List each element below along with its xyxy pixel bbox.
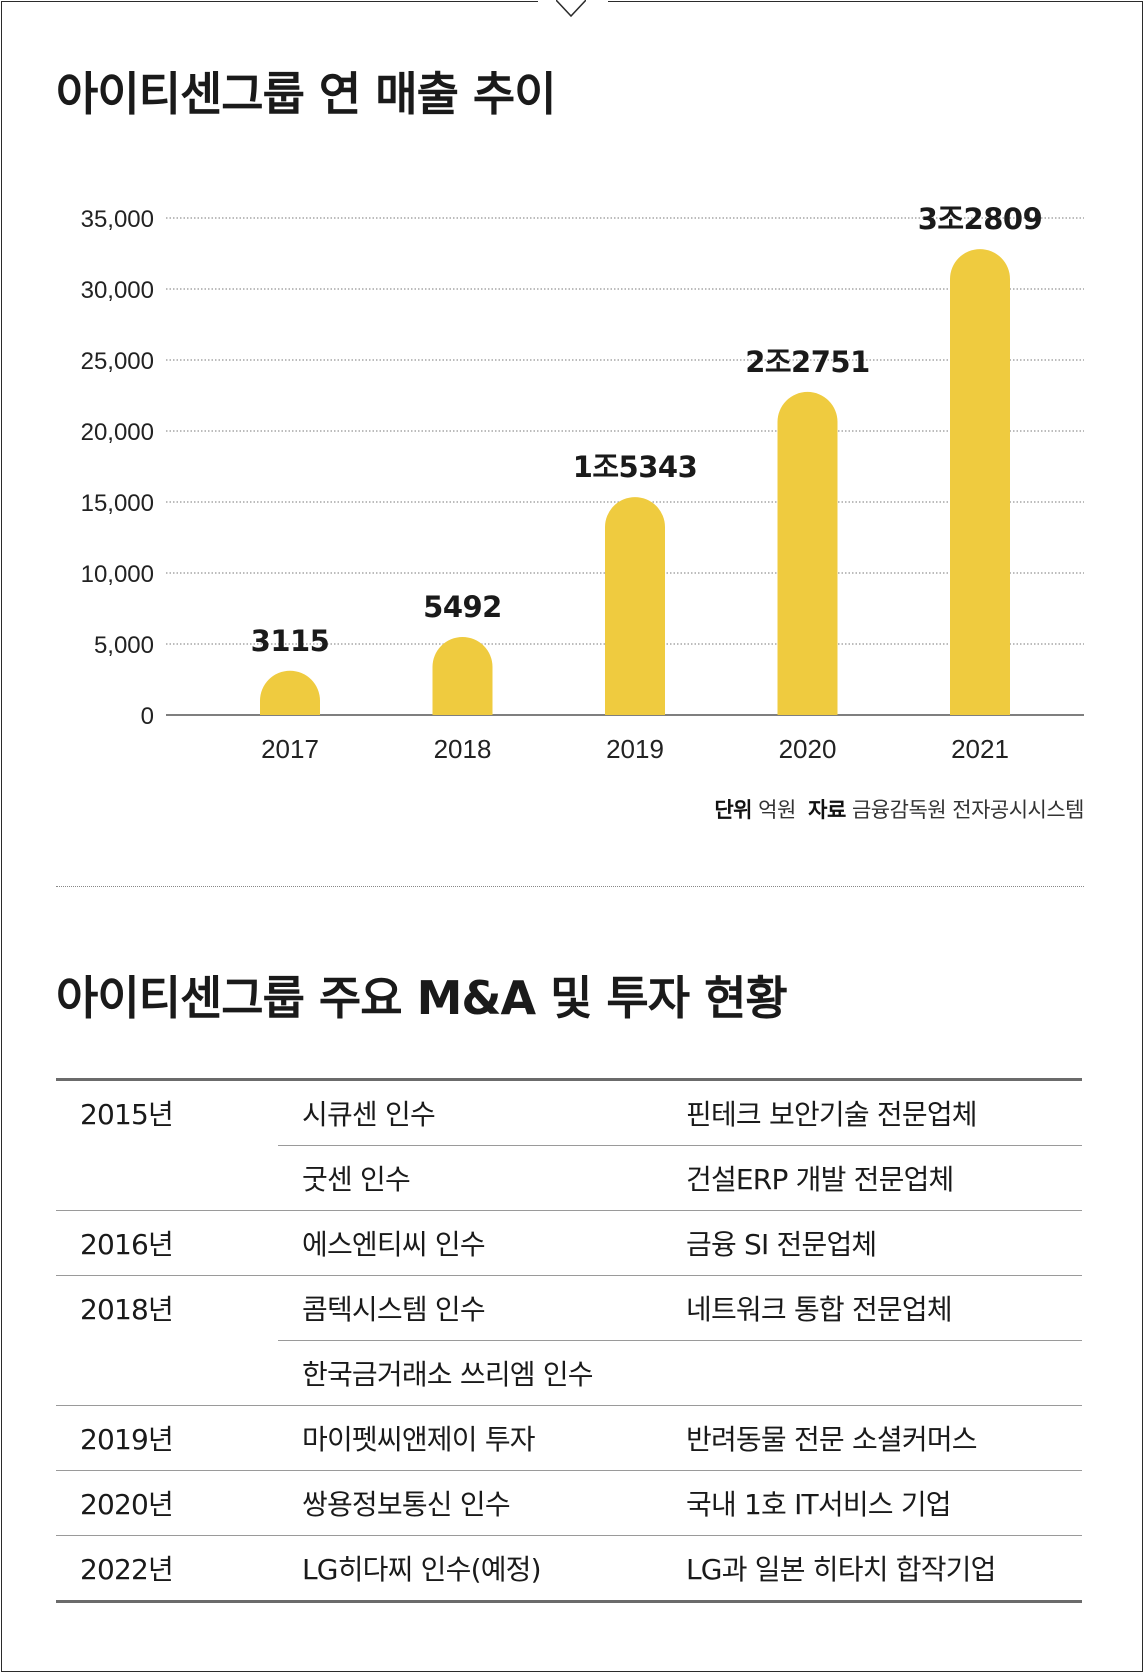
action-cell: 콤텍시스템 인수 bbox=[278, 1275, 662, 1341]
table-row: 한국금거래소 쓰리엠 인수 bbox=[56, 1340, 1082, 1406]
x-tick-label: 2021 bbox=[951, 734, 1009, 764]
frame-notch-gap bbox=[538, 0, 608, 4]
action-cell: 쌍용정보통신 인수 bbox=[278, 1470, 662, 1536]
description-cell bbox=[662, 1340, 1082, 1406]
y-tick-label: 15,000 bbox=[81, 490, 154, 517]
section-divider bbox=[56, 886, 1084, 887]
action-cell: 시큐센 인수 bbox=[302, 1098, 436, 1131]
year-cell: 2022년 bbox=[56, 1535, 278, 1602]
data-label: 2조2751 bbox=[745, 345, 870, 379]
data-label: 3115 bbox=[251, 624, 330, 658]
table-row: 2020년 쌍용정보통신 인수 국내 1호 IT서비스 기업 bbox=[56, 1470, 1082, 1536]
year-cell: 2016년 bbox=[56, 1210, 278, 1276]
chart-title: 아이티센그룹 연 매출 추이 bbox=[56, 67, 557, 121]
unit-label: 단위 bbox=[714, 798, 752, 822]
description-cell: 건설ERP 개발 전문업체 bbox=[662, 1145, 1082, 1211]
y-tick-label: 35,000 bbox=[81, 206, 154, 233]
y-tick-label: 30,000 bbox=[81, 277, 154, 304]
x-tick-label: 2017 bbox=[261, 734, 319, 764]
chevron-down-icon bbox=[556, 0, 586, 18]
y-tick-label: 25,000 bbox=[81, 348, 154, 375]
action-cell: 마이펫씨앤제이 투자 bbox=[278, 1405, 662, 1471]
y-tick-label: 20,000 bbox=[81, 419, 154, 446]
table-row: 2022년 LG히다찌 인수(예정) LG과 일본 히타치 합작기업 bbox=[56, 1535, 1082, 1602]
unit-value: 억원 bbox=[758, 798, 796, 822]
table-row: 2015년 시큐센 인수 핀테크 보안기술 전문업체 bbox=[56, 1080, 1082, 1146]
description-cell: 국내 1호 IT서비스 기업 bbox=[662, 1470, 1082, 1536]
description-cell: 금융 SI 전문업체 bbox=[662, 1210, 1082, 1276]
data-label: 1조5343 bbox=[573, 450, 698, 484]
description-cell: 반려동물 전문 소셜커머스 bbox=[662, 1405, 1082, 1471]
source-note: 단위 억원 자료 금융감독원 전자공시시스템 bbox=[714, 794, 1084, 824]
description-cell: 네트워크 통합 전문업체 bbox=[662, 1275, 1082, 1341]
year-cell bbox=[56, 1146, 278, 1211]
bar-2021 bbox=[950, 249, 1010, 716]
action-cell: LG히다찌 인수(예정) bbox=[278, 1535, 662, 1602]
bar-2018 bbox=[432, 637, 493, 715]
description-cell: 핀테크 보안기술 전문업체 bbox=[686, 1098, 978, 1131]
x-tick-label: 2019 bbox=[606, 734, 664, 764]
bar-2019 bbox=[605, 497, 665, 715]
revenue-bar-chart: 0 5,000 10,000 15,000 20,000 25,000 30,000 35,0… bbox=[81, 202, 1084, 764]
y-tick-label: 10,000 bbox=[81, 561, 154, 588]
table-row: 2018년 콤텍시스템 인수 네트워크 통합 전문업체 bbox=[56, 1275, 1082, 1341]
data-label: 5492 bbox=[423, 590, 502, 624]
description-cell: LG과 일본 히타치 합작기업 bbox=[662, 1535, 1082, 1602]
table-title: 아이티센그룹 주요 M&A 및 투자 현황 bbox=[56, 971, 788, 1025]
bar-2020 bbox=[777, 391, 838, 715]
year-cell: 2015년 bbox=[80, 1098, 174, 1132]
y-tick-label: 0 bbox=[141, 703, 154, 730]
year-cell: 2018년 bbox=[56, 1275, 278, 1341]
action-cell: 굿센 인수 bbox=[278, 1145, 662, 1211]
action-cell: 한국금거래소 쓰리엠 인수 bbox=[278, 1340, 662, 1406]
action-cell: 에스엔티씨 인수 bbox=[278, 1210, 662, 1276]
source-label: 자료 bbox=[808, 798, 846, 822]
x-tick-label: 2020 bbox=[779, 734, 837, 764]
table-row: 2016년 에스엔티씨 인수 금융 SI 전문업체 bbox=[56, 1210, 1082, 1276]
x-tick-label: 2018 bbox=[434, 734, 492, 764]
table-row: 굿센 인수 건설ERP 개발 전문업체 bbox=[56, 1145, 1082, 1211]
data-label: 3조2809 bbox=[918, 202, 1043, 236]
y-tick-label: 5,000 bbox=[94, 632, 154, 659]
source-value: 금융감독원 전자공시시스템 bbox=[851, 798, 1085, 822]
table-row: 2019년 마이펫씨앤제이 투자 반려동물 전문 소셜커머스 bbox=[56, 1405, 1082, 1471]
year-cell bbox=[56, 1341, 278, 1406]
year-cell: 2019년 bbox=[56, 1405, 278, 1471]
bar-2017 bbox=[260, 670, 320, 715]
year-cell: 2020년 bbox=[56, 1470, 278, 1536]
